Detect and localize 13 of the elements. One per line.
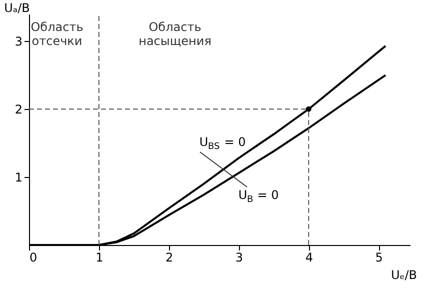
annotation: Область насыщения xyxy=(138,20,212,48)
x-tick-label: 5 xyxy=(375,250,383,264)
y-axis-title: Uₐ/B xyxy=(4,1,30,15)
x-axis-title: Uₑ/B xyxy=(390,268,418,282)
y-tick-label: 2 xyxy=(14,102,22,117)
x-tick-label: 0 xyxy=(30,250,38,264)
y-tick-label: 3 xyxy=(14,34,22,49)
y-tick-label: 1 xyxy=(14,170,22,185)
x-tick-label: 1 xyxy=(96,250,104,264)
x-tick-label: 2 xyxy=(165,250,174,264)
x-tick-label: 4 xyxy=(305,250,313,264)
x-tick-label: 3 xyxy=(235,250,244,264)
annotation: Область отсечки xyxy=(30,20,84,48)
